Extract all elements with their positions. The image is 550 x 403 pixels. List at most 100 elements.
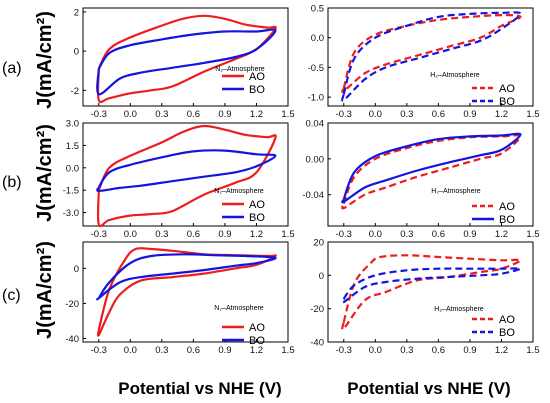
panels: -0.3 0.0 0.3 0.6 0.9 1.2 1.5-202N₂–AtmosphereA… xyxy=(63,4,540,357)
x-tick-label: 0.9 xyxy=(218,345,231,356)
plot-frame xyxy=(327,122,534,227)
x-tick-label: -0.3 xyxy=(336,345,352,356)
x-tick-label: 1.2 xyxy=(250,229,263,240)
x-tick-label: 0.9 xyxy=(218,229,231,240)
x-tick-label: 0.3 xyxy=(155,345,168,356)
x-tick-label: 0.9 xyxy=(463,345,476,356)
x-tick-label: 0.3 xyxy=(400,345,413,356)
legend-label-BO: BO xyxy=(249,84,265,96)
y-tick-label: -0.04 xyxy=(302,190,324,201)
x-tick-label: 0.0 xyxy=(124,109,137,120)
ylabel-a-left: J(mA/cm²) xyxy=(34,11,56,109)
x-tick-label: 0.0 xyxy=(124,345,137,356)
series-BO-curve xyxy=(341,132,522,204)
series-AO-curve xyxy=(341,254,522,331)
atmosphere-annotation: N₂–Atmosphere xyxy=(214,305,264,312)
plot-frame xyxy=(327,7,534,107)
y-tick-label: 0.04 xyxy=(306,119,325,130)
x-tick-label: 1.2 xyxy=(250,345,263,356)
series-AO-curve xyxy=(96,247,277,337)
panel-a-right: -0.3 0.0 0.3 0.6 0.9 1.2 1.5 -1.0 -0.5 0.0 0.5 H₂–A… xyxy=(308,4,540,121)
x-tick-label: 0.0 xyxy=(369,229,382,240)
y-tick-label: -1.5 xyxy=(63,186,79,197)
legend-label-BO: BO xyxy=(249,335,265,347)
plot-frame xyxy=(82,241,289,343)
ylabel-b-left: J(mA/cm²) xyxy=(34,124,56,222)
x-tick-label: 0.9 xyxy=(463,109,476,120)
legend-label-AO: AO xyxy=(249,199,265,211)
legend-label-AO: AO xyxy=(499,201,515,213)
x-tick-label: 0.6 xyxy=(187,229,200,240)
series-AO-curve xyxy=(341,13,522,93)
plot-frame xyxy=(82,7,289,107)
y-tick-label: -1.0 xyxy=(308,93,324,104)
y-tick-label: 0.5 xyxy=(311,4,324,15)
y-tick-label: 0 xyxy=(74,47,79,58)
legend-label-AO: AO xyxy=(499,314,515,326)
series-BO-curve xyxy=(96,149,277,192)
atmosphere-annotation: N₂–Atmosphere xyxy=(214,188,264,195)
legend-label-AO: AO xyxy=(249,322,265,334)
y-tick-label: -0.5 xyxy=(308,63,324,74)
atmosphere-annotation: N₂–Atmosphere xyxy=(215,66,265,73)
y-tick-label: -3.0 xyxy=(63,208,79,219)
legend-label-AO: AO xyxy=(499,83,515,95)
legend-label-BO: BO xyxy=(499,327,515,339)
y-tick-label: -20 xyxy=(65,299,79,310)
legend-label-BO: BO xyxy=(499,96,515,108)
x-tick-label: 0.3 xyxy=(400,229,413,240)
x-tick-label: 1.2 xyxy=(250,109,263,120)
y-tick-label: 1.5 xyxy=(66,141,79,152)
y-tick-label: 20 xyxy=(313,238,324,249)
x-tick-label: 0.3 xyxy=(155,229,168,240)
y-tick-label: 0.0 xyxy=(66,163,79,174)
xlabel-left: Potential vs NHE (V) xyxy=(118,379,281,398)
x-tick-label: 0.3 xyxy=(400,109,413,120)
x-tick-label: 1.2 xyxy=(495,109,508,120)
x-tick-label: 0.9 xyxy=(463,229,476,240)
series-BO-curve xyxy=(96,28,277,96)
x-tick-label: 1.5 xyxy=(526,345,539,356)
y-tick-label: 0.0 xyxy=(311,33,324,44)
series-BO-curve xyxy=(341,11,522,102)
y-tick-label: 3.0 xyxy=(66,119,79,130)
x-tick-label: 1.5 xyxy=(281,109,294,120)
x-tick-label: -0.3 xyxy=(336,109,352,120)
x-tick-label: 0.6 xyxy=(432,345,445,356)
ylabel-c-left: J(mA/cm²) xyxy=(34,241,56,339)
atmosphere-annotation: H₂–Atmosphere xyxy=(434,306,484,313)
x-tick-label: 0.3 xyxy=(155,109,168,120)
row-label-a: (a) xyxy=(2,60,22,77)
x-tick-label: 1.2 xyxy=(495,345,508,356)
x-tick-label: 0.0 xyxy=(369,109,382,120)
y-tick-label: 0 xyxy=(74,264,79,275)
x-tick-label: 0.6 xyxy=(187,345,200,356)
row-label-b: (b) xyxy=(2,174,22,191)
x-tick-label: 1.5 xyxy=(281,229,294,240)
series-AO-curve xyxy=(96,14,277,104)
legend-label-AO: AO xyxy=(249,71,265,83)
panel-b-right: -0.3 0.0 0.3 0.6 0.9 1.2 1.5 -0.04 0.00 0.04 H₂–At… xyxy=(302,119,539,241)
y-tick-label: 0 xyxy=(319,271,324,282)
y-tick-label: -40 xyxy=(65,334,79,345)
atmosphere-annotation: H₂–Atmosphere xyxy=(431,188,481,195)
x-tick-label: 0.9 xyxy=(218,109,231,120)
row-label-c: (c) xyxy=(2,287,21,304)
x-tick-label: 0.6 xyxy=(432,109,445,120)
x-tick-label: 0.6 xyxy=(187,109,200,120)
panel-c-right: -0.3 0.0 0.3 0.6 0.9 1.2 1.5 -40 -20 0 20 H₂–Atmosp… xyxy=(310,238,539,357)
series-BO-curve xyxy=(96,253,277,301)
panel-b-left: -0.3 0.0 0.3 0.6 0.9 1.2 1.5 -3.0 -1.5 0.0 1.5 3.0 N… xyxy=(63,119,295,241)
x-tick-label: 1.2 xyxy=(495,229,508,240)
y-tick-label: 0.00 xyxy=(306,154,325,165)
legend-label-BO: BO xyxy=(249,212,265,224)
series-AO-curve xyxy=(96,124,277,228)
y-tick-label: -40 xyxy=(310,338,324,349)
x-tick-label: 1.5 xyxy=(526,229,539,240)
x-tick-label: 0.0 xyxy=(124,229,137,240)
xlabel-right: Potential vs NHE (V) xyxy=(347,379,510,398)
y-tick-label: 2 xyxy=(74,7,79,18)
x-tick-label: -0.3 xyxy=(91,345,107,356)
atmosphere-annotation: H₂–Atmosphere xyxy=(430,72,480,79)
